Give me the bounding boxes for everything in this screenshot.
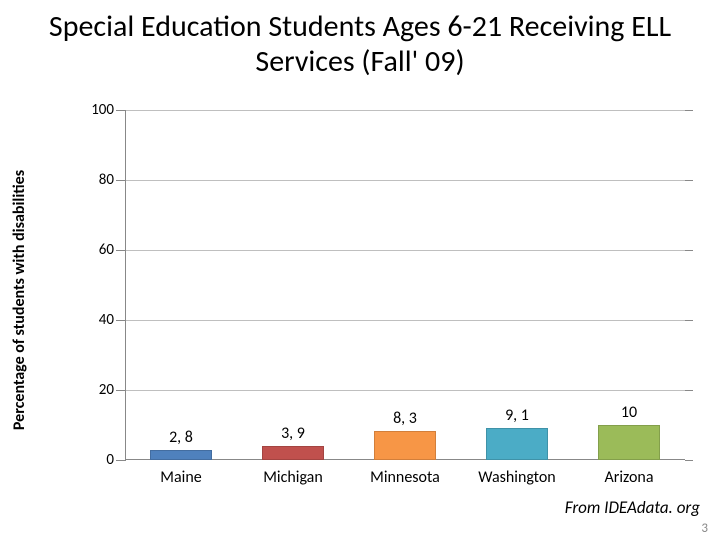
slide-number: 3 (701, 521, 708, 536)
y-tick (116, 460, 126, 461)
y-tick (685, 320, 693, 321)
y-tick (685, 110, 693, 111)
y-tick-label: 60 (99, 241, 114, 259)
x-tick-label: Arizona (605, 468, 654, 487)
bars-container: 2, 8 3, 9 8, 3 9, 1 10 (125, 110, 685, 460)
x-tick-label: Michigan (263, 468, 323, 487)
y-tick (685, 250, 693, 251)
y-tick (685, 460, 693, 461)
bar: 2, 8 (150, 450, 213, 460)
y-tick-label: 80 (99, 171, 114, 189)
bar: 8, 3 (374, 431, 437, 460)
bar-value-label: 8, 3 (393, 409, 417, 428)
y-tick-label: 0 (106, 451, 114, 469)
y-tick-label: 20 (99, 381, 114, 399)
bar: 10 (598, 425, 661, 460)
x-tick-label: Washington (478, 468, 555, 487)
x-tick-label: Minnesota (370, 468, 440, 487)
x-tick-label: Maine (160, 468, 201, 487)
bar-value-label: 2, 8 (169, 428, 193, 447)
bar-value-label: 9, 1 (505, 406, 529, 425)
bar: 3, 9 (262, 446, 325, 460)
chart-title: Special Education Students Ages 6-21 Rec… (0, 0, 720, 79)
y-tick-label: 40 (99, 311, 114, 329)
y-tick (685, 390, 693, 391)
plot-area: 020406080100 2, 83, 98, 39, 110 MaineMic… (125, 110, 685, 460)
y-axis-label: Percentage of students with disabilities (11, 170, 29, 430)
source-text: From IDEAdata. org (565, 497, 700, 518)
y-tick-label: 100 (91, 101, 114, 119)
chart-area: Percentage of students with disabilities… (30, 110, 690, 490)
bar-value-label: 3, 9 (281, 424, 305, 443)
bar: 9, 1 (486, 428, 549, 460)
y-tick (685, 180, 693, 181)
bar-value-label: 10 (621, 403, 637, 422)
